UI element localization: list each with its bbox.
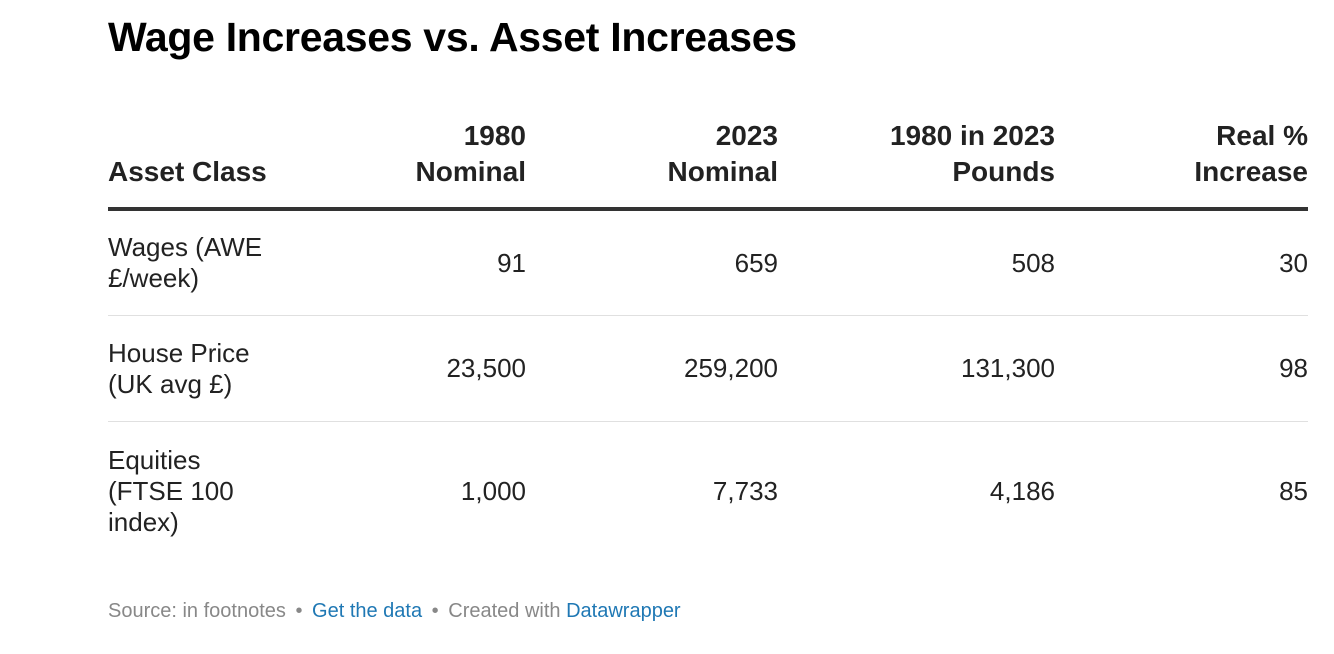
column-header-2023-nominal[interactable]: 2023 Nominal (526, 118, 778, 211)
cell-1980-nominal: 23,500 (278, 315, 526, 422)
row-label-text: (UK avg £) (108, 368, 233, 399)
column-header-label: Pounds (952, 156, 1055, 187)
column-header-1980-in-2023-pounds[interactable]: 1980 in 2023 Pounds (778, 118, 1055, 211)
cell-1980-nominal: 1,000 (460, 475, 526, 506)
cell-1980-in-2023-pounds: 508 (778, 209, 1055, 316)
cell-real-increase: 30 (1055, 209, 1308, 316)
separator-dot: • (295, 600, 303, 622)
column-header-label: 1980 in 2023 (889, 120, 1055, 151)
column-header-label: 2023 (715, 120, 778, 151)
cell-2023-nominal: 7,733 (712, 475, 778, 506)
row-label: Equities (FTSE 100 index) (108, 422, 278, 561)
row-label-text: index) (108, 506, 179, 537)
row-label: House Price (UK avg £) (108, 315, 278, 422)
chart-footer: Source: in footnotes • Get the data • Cr… (108, 600, 681, 623)
row-label-text: Wages (AWE (108, 232, 263, 262)
cell-2023-nominal: 259,200 (526, 315, 778, 422)
data-table: Asset Class 1980 Nominal 2023 Nominal 19… (108, 118, 1308, 560)
column-header-real-increase[interactable]: Real % Increase (1055, 118, 1308, 211)
source-note: Source: in footnotes (108, 600, 286, 622)
table-row-equities: Equities (FTSE 100 index) 1,000 7,733 4,… (108, 422, 1308, 561)
cell-1980-in-2023-pounds: 131,300 (778, 315, 1055, 422)
cell-real-increase: 98 (1055, 315, 1308, 422)
created-with-text: Created with (448, 600, 561, 622)
row-label-text: (FTSE 100 (108, 475, 234, 506)
column-header-label: Nominal (415, 156, 526, 187)
column-header-label: Increase (1194, 156, 1308, 187)
row-label-text: Equities (108, 444, 201, 475)
get-the-data-link[interactable]: Get the data (312, 600, 423, 622)
cell-1980-in-2023-pounds: 4,186 (989, 475, 1055, 506)
cell-real-increase: 85 (1279, 475, 1308, 506)
row-label-text: House Price (108, 337, 250, 368)
cell-1980-nominal: 91 (278, 209, 526, 316)
table-row-house-price: House Price (UK avg £) 23,500 259,200 13… (108, 315, 1308, 422)
datawrapper-link[interactable]: Datawrapper (566, 600, 681, 622)
column-header-asset-class[interactable]: Asset Class (108, 118, 278, 211)
column-header-label: Asset Class (108, 156, 267, 187)
column-header-label: Real % (1216, 120, 1308, 151)
separator-dot: • (431, 600, 439, 622)
row-label: Wages (AWE £/week) (108, 209, 278, 316)
row-label-text: £/week) (108, 263, 200, 293)
column-header-label: Nominal (667, 156, 778, 187)
cell-2023-nominal: 659 (526, 209, 778, 316)
header-row: Asset Class 1980 Nominal 2023 Nominal 19… (108, 118, 1308, 211)
column-header-label: 1980 (463, 120, 526, 151)
table-row-wages: Wages (AWE £/week) 91 659 508 30 (108, 209, 1308, 316)
column-header-1980-nominal[interactable]: 1980 Nominal (278, 118, 526, 211)
chart-title: Wage Increases vs. Asset Increases (108, 14, 797, 60)
